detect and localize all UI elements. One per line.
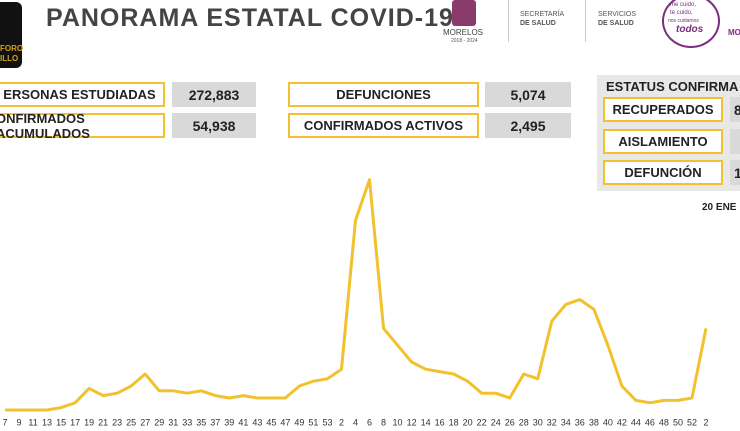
x-tick-label: 31 [168, 417, 178, 427]
x-tick-label: 45 [266, 417, 276, 427]
partner: MO [728, 28, 740, 37]
stat-value: 2,495 [485, 113, 571, 138]
line [5, 178, 708, 412]
x-tick-label: 17 [70, 417, 80, 427]
x-tick-label: 51 [308, 417, 318, 427]
status-label: DEFUNCIÓN [603, 160, 723, 185]
x-tick-label: 9 [17, 417, 22, 427]
x-tick-label: 37 [210, 417, 220, 427]
partner: nos cuidamos [668, 18, 699, 24]
status-value: 1 [730, 160, 740, 185]
divider [585, 0, 586, 42]
x-tick-label: 28 [519, 417, 529, 427]
partner: me cuido, [670, 2, 697, 8]
stat-label: ERSONAS ESTUDIADAS [0, 82, 165, 107]
logo [0, 2, 22, 68]
x-tick-label: 38 [589, 417, 599, 427]
x-tick-label: 39 [224, 417, 234, 427]
partner: te cuido, [670, 10, 693, 16]
stat-value: 5,074 [485, 82, 571, 107]
x-tick-label: 19 [84, 417, 94, 427]
x-tick-label: 50 [673, 417, 683, 427]
x-tick-label: 8 [381, 417, 386, 427]
x-tick-label: 48 [659, 417, 669, 427]
x-tick-label: 41 [238, 417, 248, 427]
x-tick-label: 7 [2, 417, 7, 427]
state-logo [452, 0, 476, 26]
x-tick-label: 42 [617, 417, 627, 427]
x-tick-label: 53 [322, 417, 332, 427]
title: PANORAMA ESTATAL COVID-19 [46, 4, 454, 32]
x-tick-label: 2 [703, 417, 708, 427]
partner: MORELOS [443, 28, 484, 37]
stat-value: 54,938 [172, 113, 256, 138]
partner: DE SALUD [520, 20, 556, 27]
date: 20 ENE [702, 202, 737, 213]
stat-label: CONFIRMADOS ACTIVOS [288, 113, 479, 138]
x-tick-label: 23 [112, 417, 122, 427]
x-tick-label: 13 [42, 417, 52, 427]
x-tick-label: 32 [547, 417, 557, 427]
partner: SERVICIOS [598, 11, 636, 18]
x-tick-label: 49 [294, 417, 304, 427]
logo-text: ILLO [0, 54, 19, 63]
x-tick-label: 10 [393, 417, 403, 427]
logo-text: FORO [0, 44, 24, 53]
x-tick-label: 25 [126, 417, 136, 427]
x-tick-label: 11 [28, 417, 37, 427]
partner: SECRETARÍA [520, 11, 565, 18]
x-tick-label: 4 [353, 417, 358, 427]
x-tick-label: 46 [645, 417, 655, 427]
x-tick-label: 43 [252, 417, 262, 427]
x-tick-label: 14 [421, 417, 431, 427]
partner: DE SALUD [598, 20, 634, 27]
x-tick-label: 44 [631, 417, 641, 427]
x-tick-label: 26 [505, 417, 515, 427]
x-tick-label: 40 [603, 417, 613, 427]
status-label: RECUPERADOS [603, 97, 723, 122]
partner: 2018 - 2024 [451, 38, 478, 44]
x-tick-label: 12 [407, 417, 417, 427]
x-tick-label: 16 [435, 417, 445, 427]
divider [508, 0, 509, 42]
stat-value: 272,883 [172, 82, 256, 107]
x-tick-label: 29 [154, 417, 164, 427]
x-tick-label: 20 [463, 417, 473, 427]
x-tick-label: 34 [561, 417, 571, 427]
status-value-box [730, 129, 740, 154]
badge [662, 0, 720, 48]
x-tick-label: 33 [182, 417, 192, 427]
x-tick-label: 36 [575, 417, 585, 427]
x-tick-label: 30 [533, 417, 543, 427]
x-tick-label: 22 [477, 417, 487, 427]
x-tick-label: 35 [196, 417, 206, 427]
x-tick-label: 18 [449, 417, 459, 427]
stat-label: DEFUNCIONES [288, 82, 479, 107]
x-tick-label: 24 [491, 417, 501, 427]
x-tick-label: 47 [280, 417, 290, 427]
x-tick-label: 27 [140, 417, 150, 427]
partner: todos [676, 24, 704, 35]
status-label: AISLAMIENTO [603, 129, 723, 154]
x-tick-label: 6 [367, 417, 372, 427]
x-tick-label: 21 [98, 417, 108, 427]
stat-label: ONFIRMADOS ACUMULADOS [0, 111, 165, 141]
status-value: 8 [730, 97, 740, 122]
x-tick-label: 15 [56, 417, 66, 427]
x-tick-label: 2 [339, 417, 344, 427]
x-tick-label: 52 [687, 417, 697, 427]
status-title: ESTATUS CONFIRMA [606, 79, 739, 94]
